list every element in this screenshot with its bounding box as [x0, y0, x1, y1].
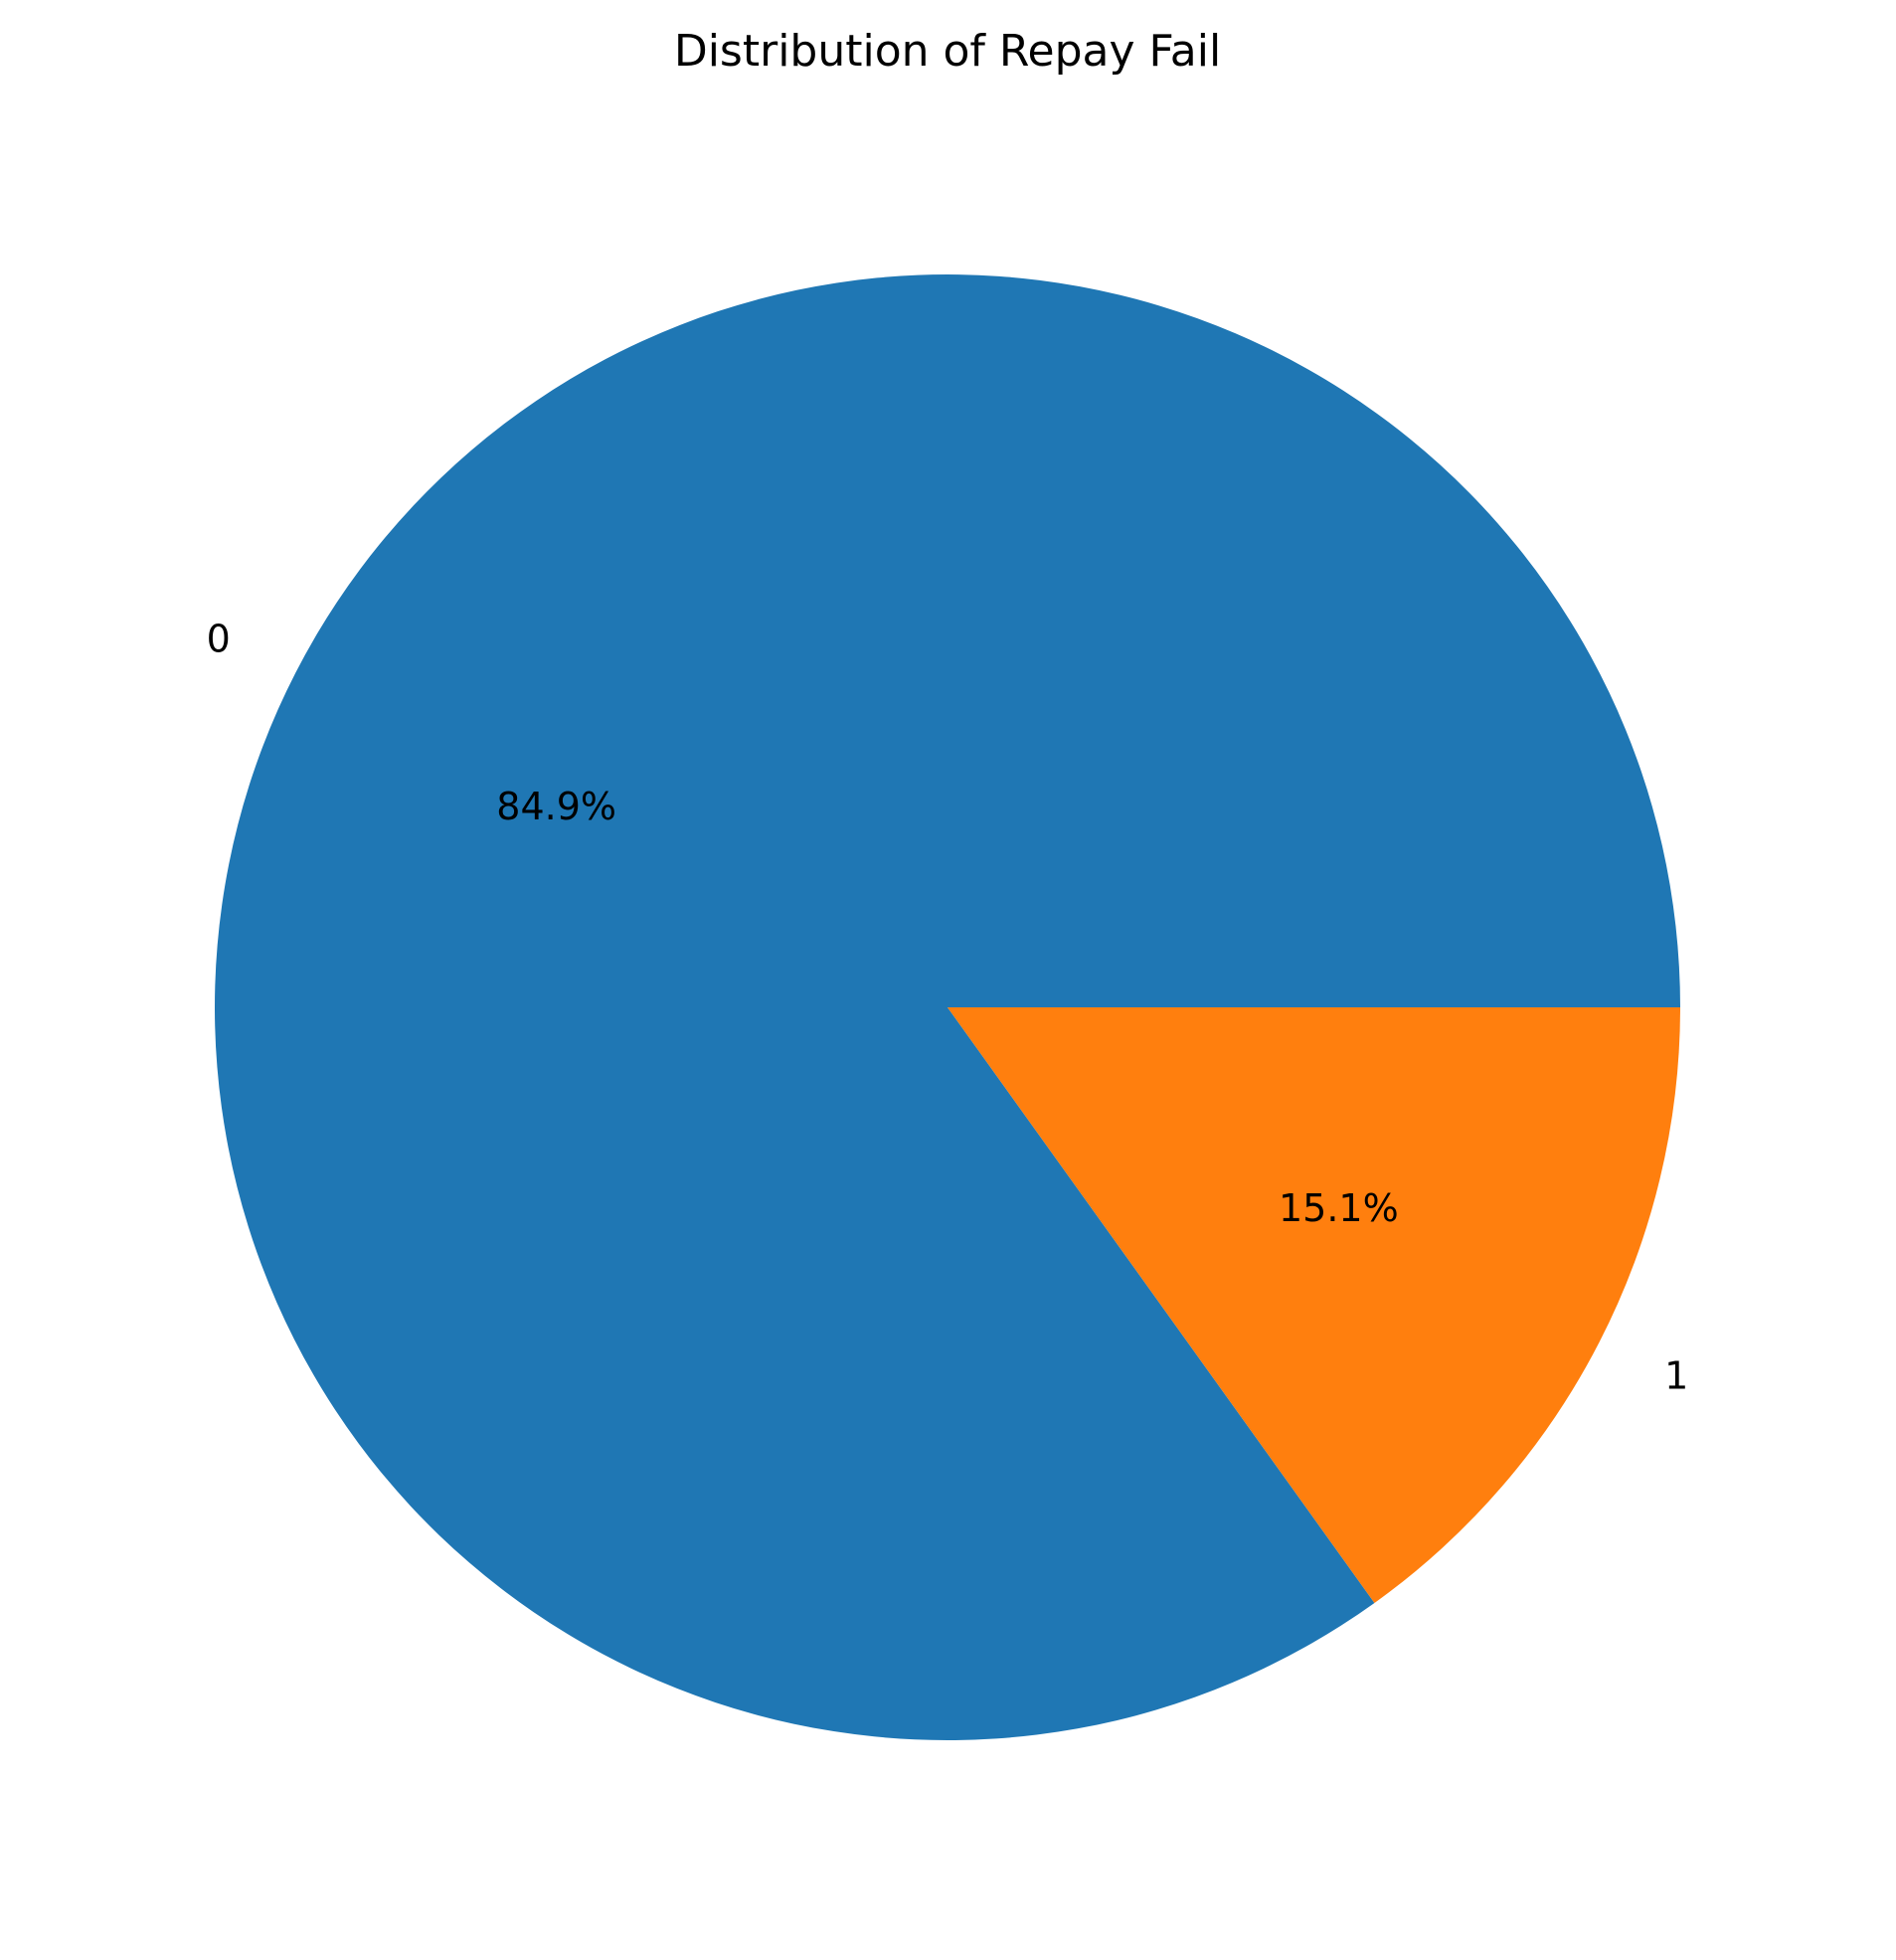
- pie-slice-0: [215, 274, 1681, 1741]
- chart-title: Distribution of Repay Fail: [674, 26, 1221, 77]
- pie-slices: [215, 274, 1681, 1741]
- category-label-1: 1: [1664, 1353, 1688, 1397]
- percent-label-0: 84.9%: [496, 785, 616, 828]
- pie-slice-1: [948, 1007, 1680, 1603]
- pie-labels: 0 84.9% 1 15.1%: [207, 618, 1689, 1398]
- category-label-0: 0: [207, 618, 231, 661]
- percent-label-1: 15.1%: [1279, 1186, 1399, 1230]
